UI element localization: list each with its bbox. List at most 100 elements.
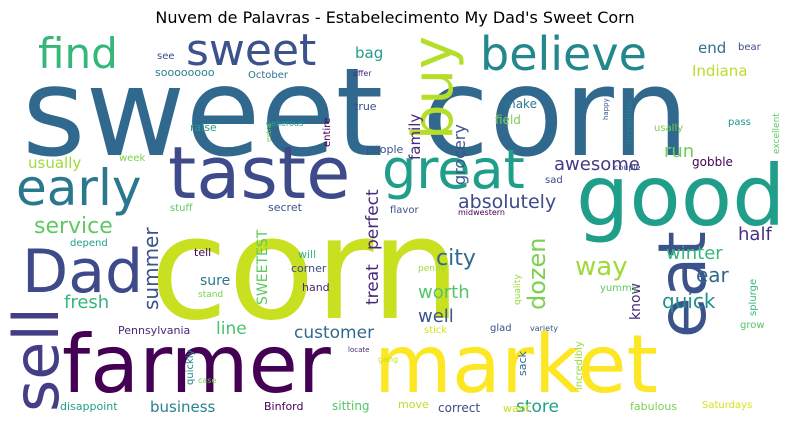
word-half: half: [738, 224, 772, 245]
word-make: make: [504, 97, 537, 111]
word-quick: quick: [662, 289, 716, 313]
word-quality: quality: [513, 274, 523, 305]
word-october: October: [248, 70, 289, 81]
word-sack: sack: [516, 350, 529, 376]
word-extra: extra: [265, 124, 273, 142]
word-generous: generous: [266, 119, 303, 128]
word-binford: Binford: [264, 400, 304, 413]
word-entire: entire: [322, 118, 333, 147]
word-great: great: [382, 138, 525, 201]
word-happy: happy: [602, 98, 610, 120]
word-want: want: [503, 402, 531, 415]
word-perfect: perfect: [363, 189, 383, 250]
word-early: early: [16, 159, 141, 217]
word-bag: bag: [355, 44, 383, 62]
word-dad: Dad: [22, 237, 143, 307]
word-gang: gang: [378, 355, 398, 364]
word-sweet: sweet: [186, 25, 316, 76]
word-locate: locate: [348, 346, 369, 354]
word-midwestern: midwestern: [458, 208, 505, 217]
word-way: way: [575, 252, 628, 282]
word-field: field: [495, 113, 521, 127]
word-tell: tell: [194, 246, 211, 259]
word-incredible: incredible: [625, 100, 635, 145]
word-city: city: [436, 246, 476, 271]
word-corner: corner: [291, 262, 327, 275]
word-good: good: [576, 147, 785, 245]
word-sweet-corn: sweet corn: [22, 42, 689, 184]
word-case: case: [198, 376, 216, 385]
word-family: family: [406, 114, 424, 160]
word-pass: pass: [728, 117, 751, 128]
word-end: end: [698, 39, 726, 57]
word-well: well: [418, 306, 454, 327]
word-run: run: [664, 141, 694, 162]
word-sad: sad: [545, 175, 563, 186]
word-taste: taste: [168, 131, 350, 215]
word-sitting: sitting: [332, 399, 370, 413]
word-week: week: [119, 153, 145, 164]
word-penny: penny: [418, 264, 447, 274]
word-bear: bear: [738, 42, 762, 53]
word-stuff: stuff: [170, 203, 193, 214]
word-know: know: [628, 283, 644, 320]
word-excellent: excellent: [772, 113, 782, 154]
word-will: will: [298, 248, 316, 261]
word-raise: raise: [190, 121, 217, 134]
word-disappoint: disappoint: [60, 400, 118, 413]
word-grow: grow: [740, 320, 765, 331]
word-ear: ear: [696, 263, 730, 287]
word-winter: winter: [666, 243, 723, 264]
word-pennsylvania: Pennsylvania: [118, 324, 190, 337]
word-buy: buy: [401, 36, 466, 140]
word-find: find: [38, 29, 118, 78]
word-dozen: dozen: [523, 238, 551, 311]
word-fabulous: fabulous: [630, 400, 677, 413]
word-incredibly: incredibly: [574, 341, 585, 390]
word-glad: glad: [490, 323, 512, 334]
word-farmer: farmer: [62, 318, 331, 411]
word-see: see: [157, 51, 175, 62]
word-sure: sure: [200, 273, 230, 289]
word-awesome: awesome: [554, 154, 640, 175]
word-customer: customer: [294, 323, 374, 343]
word-hand: hand: [302, 281, 330, 294]
word-fresh: fresh: [64, 292, 109, 313]
word-depend: depend: [70, 238, 108, 249]
word-usually: usually: [28, 154, 81, 172]
word-usally: usally: [654, 123, 683, 134]
word-correct: correct: [438, 401, 480, 415]
word-couple: couple: [614, 163, 641, 172]
word-secret: secret: [268, 201, 303, 214]
chart-title: Nuvem de Palavras - Estabelecimento My D…: [155, 8, 635, 27]
word-treat: treat: [363, 264, 383, 305]
word-service: service: [34, 214, 113, 239]
word-line: line: [216, 319, 247, 339]
word-flavor: flavor: [390, 205, 419, 216]
word-yummy: yummy: [600, 283, 638, 294]
word-absolutely: absolutely: [458, 191, 556, 213]
word-summer: summer: [139, 227, 163, 310]
word-splurge: splurge: [748, 279, 759, 316]
word-quickly: quickly: [185, 349, 196, 385]
word-business: business: [150, 398, 216, 416]
word-sell: sell: [0, 307, 73, 412]
word-saturdays: Saturdays: [702, 400, 752, 411]
word-offer: offer: [353, 69, 372, 78]
word-eat: eat: [644, 231, 721, 338]
word-move: move: [398, 398, 429, 411]
word-true: true: [354, 100, 377, 113]
word-indiana: Indiana: [692, 62, 748, 80]
word-sweetest: SWEETEST: [255, 229, 271, 305]
word-gobble: gobble: [692, 155, 733, 169]
word-store: store: [516, 397, 559, 417]
word-stick: stick: [424, 325, 447, 336]
word-soooooooo: soooooooo: [155, 66, 215, 79]
word-believe: believe: [480, 27, 647, 81]
word-variety: variety: [530, 324, 558, 333]
word-corn: corn: [150, 187, 461, 352]
word-worth: worth: [418, 282, 470, 303]
word-stand: stand: [198, 290, 223, 300]
